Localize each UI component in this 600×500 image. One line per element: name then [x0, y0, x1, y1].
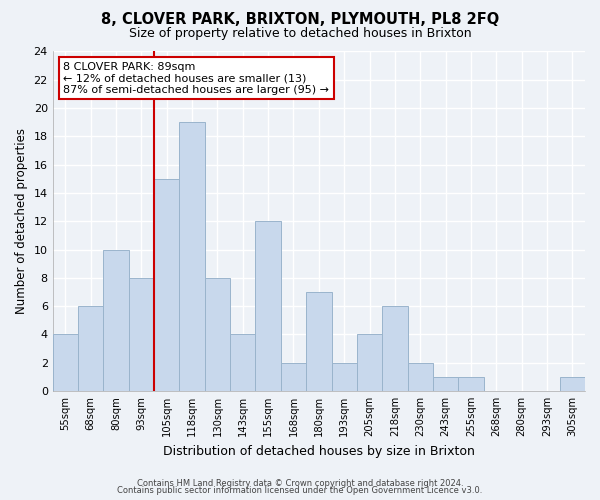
- Bar: [407, 362, 433, 391]
- Bar: [129, 278, 154, 391]
- Bar: [78, 306, 103, 391]
- Y-axis label: Number of detached properties: Number of detached properties: [15, 128, 28, 314]
- Text: 8, CLOVER PARK, BRIXTON, PLYMOUTH, PL8 2FQ: 8, CLOVER PARK, BRIXTON, PLYMOUTH, PL8 2…: [101, 12, 499, 28]
- Bar: [433, 377, 458, 391]
- Bar: [458, 377, 484, 391]
- Bar: [256, 221, 281, 391]
- Bar: [560, 377, 585, 391]
- Text: Contains HM Land Registry data © Crown copyright and database right 2024.: Contains HM Land Registry data © Crown c…: [137, 478, 463, 488]
- Bar: [306, 292, 332, 391]
- Bar: [332, 362, 357, 391]
- Text: Size of property relative to detached houses in Brixton: Size of property relative to detached ho…: [128, 28, 472, 40]
- Bar: [179, 122, 205, 391]
- Bar: [230, 334, 256, 391]
- Bar: [357, 334, 382, 391]
- X-axis label: Distribution of detached houses by size in Brixton: Distribution of detached houses by size …: [163, 444, 475, 458]
- Bar: [382, 306, 407, 391]
- Bar: [205, 278, 230, 391]
- Text: 8 CLOVER PARK: 89sqm
← 12% of detached houses are smaller (13)
87% of semi-detac: 8 CLOVER PARK: 89sqm ← 12% of detached h…: [64, 62, 329, 95]
- Bar: [154, 179, 179, 391]
- Bar: [281, 362, 306, 391]
- Bar: [103, 250, 129, 391]
- Text: Contains public sector information licensed under the Open Government Licence v3: Contains public sector information licen…: [118, 486, 482, 495]
- Bar: [53, 334, 78, 391]
